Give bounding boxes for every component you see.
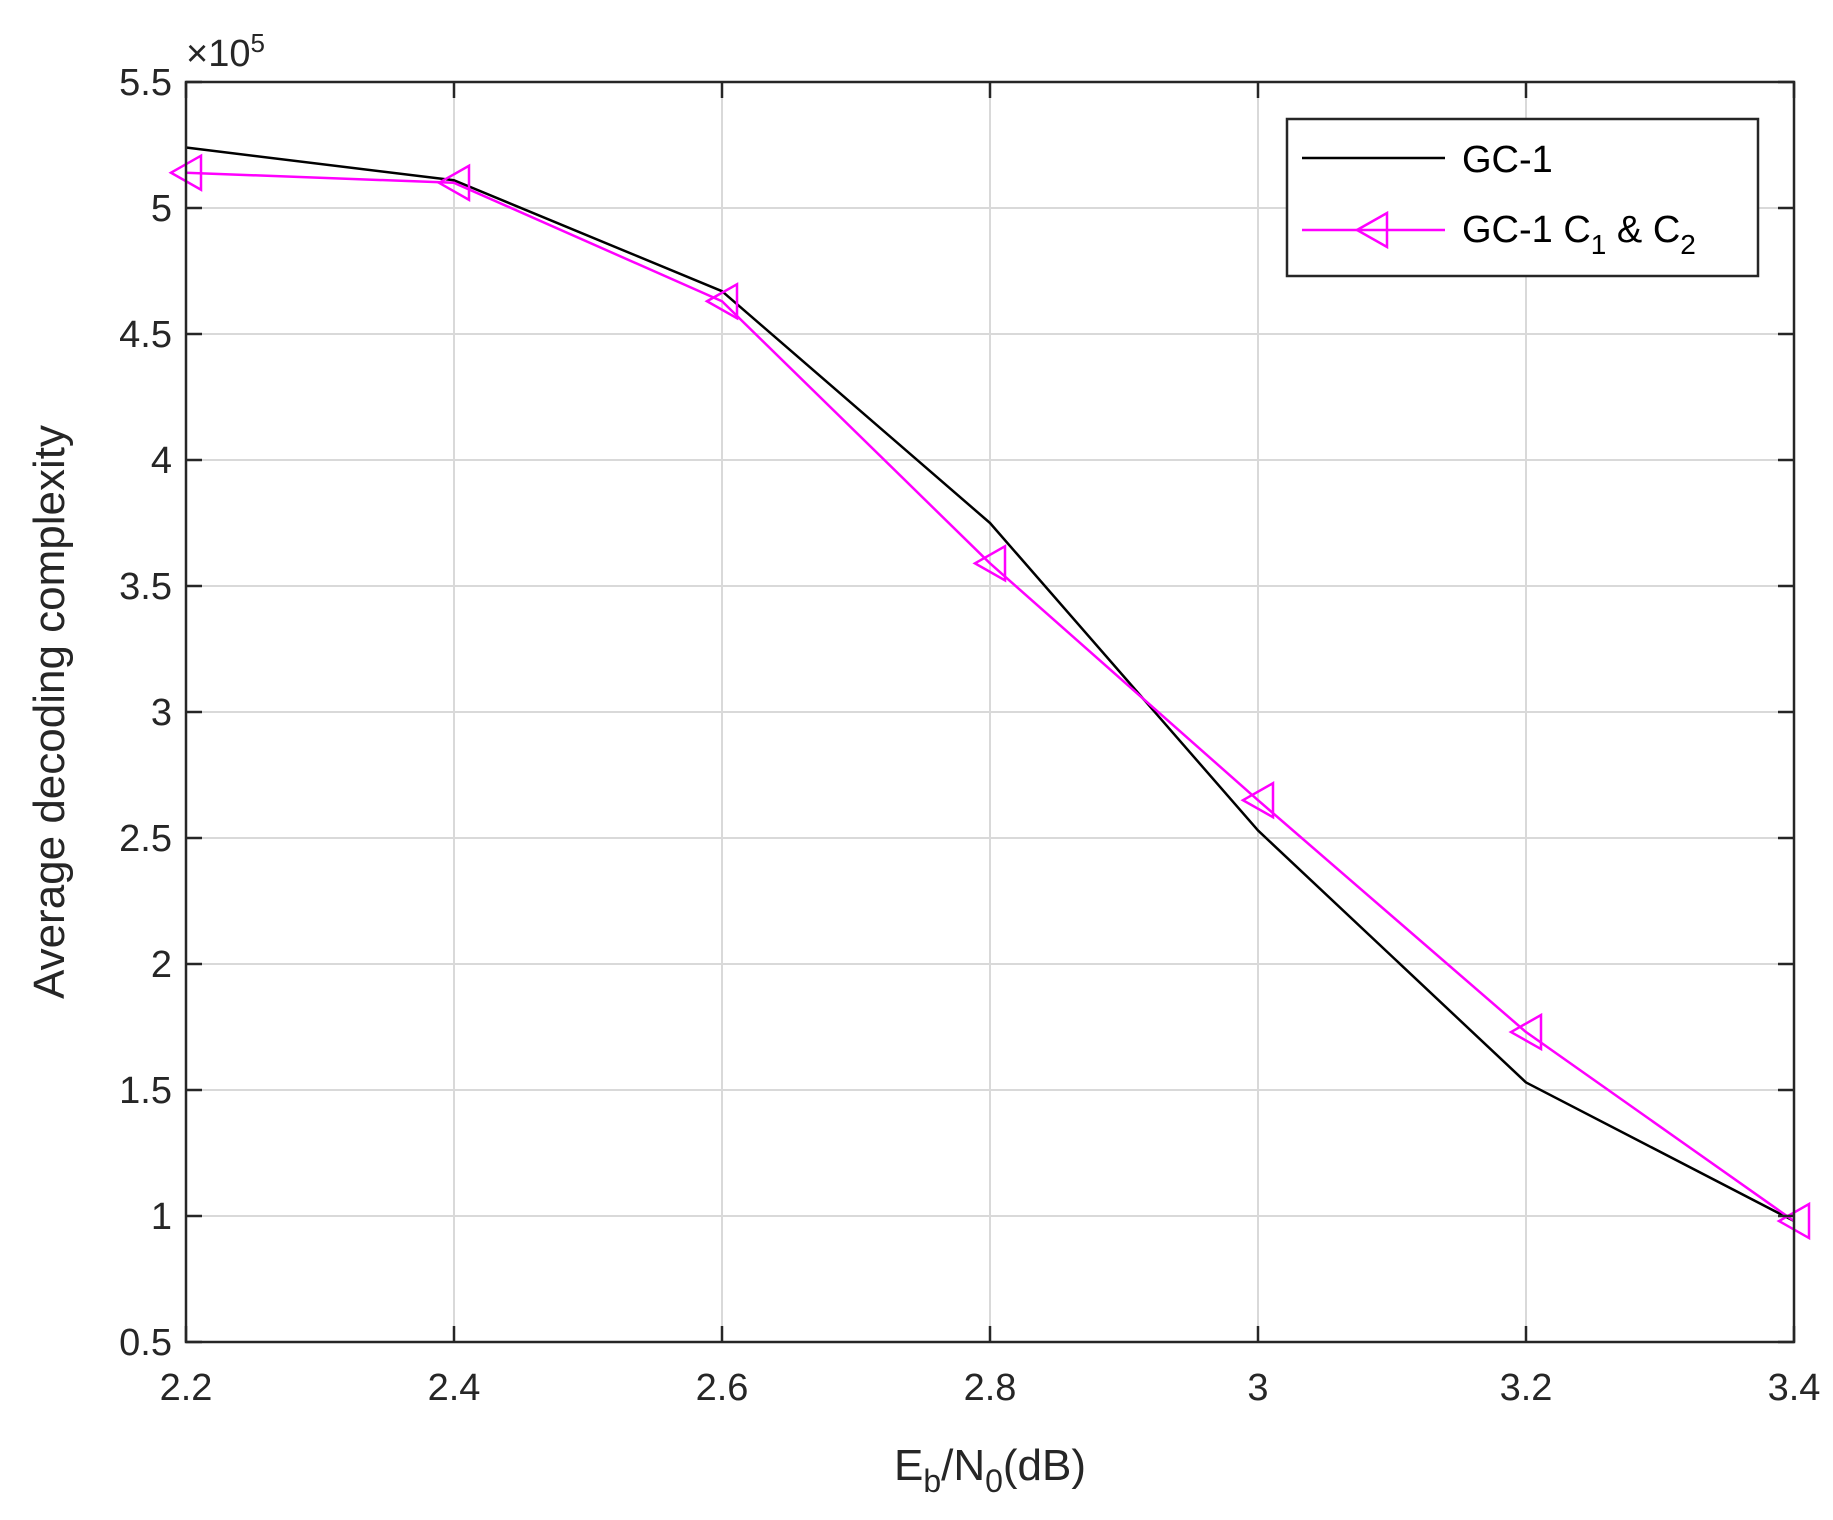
y-tick-label: 4.5 bbox=[119, 314, 172, 356]
x-tick-label: 3.2 bbox=[1500, 1367, 1553, 1409]
series-layer bbox=[168, 146, 1811, 1241]
y-tick-label: 0.5 bbox=[119, 1322, 172, 1364]
y-tick-label: 3 bbox=[151, 692, 172, 734]
x-tick-label: 2.2 bbox=[160, 1367, 213, 1409]
x-tick-label: 2.6 bbox=[696, 1367, 749, 1409]
series-line-1 bbox=[185, 171, 1795, 1223]
legend-marker-left-triangle bbox=[1354, 210, 1389, 250]
y-tick-label: 1.5 bbox=[119, 1070, 172, 1112]
y-exponent-label: ×105 bbox=[186, 28, 265, 75]
legend-box bbox=[1285, 117, 1760, 278]
legend-label-gc1-c1c2: GC-1 C1 & C2 bbox=[1462, 209, 1696, 260]
series-marker-point bbox=[436, 163, 471, 202]
axis-ticks bbox=[184, 80, 1796, 1344]
series-marker-point bbox=[704, 282, 739, 321]
y-tick-label: 5.5 bbox=[119, 62, 172, 104]
x-axis-title: Eb/N0(dB) bbox=[894, 1441, 1086, 1499]
y-tick-label: 2 bbox=[151, 944, 172, 986]
x-tick-label: 3.4 bbox=[1768, 1367, 1821, 1409]
legend-label-gc1: GC-1 bbox=[1462, 139, 1553, 181]
series-marker-point bbox=[972, 544, 1007, 583]
x-tick-label: 3 bbox=[1247, 1367, 1268, 1409]
y-tick-label: 4 bbox=[151, 440, 172, 482]
y-tick-label: 1 bbox=[151, 1196, 172, 1238]
series-marker-point bbox=[1508, 1012, 1543, 1052]
x-tick-label: 2.4 bbox=[428, 1367, 481, 1409]
tick-labels: 2.2 2.4 2.6 2.8 3 3.2 3.4 0.5 1 1.5 2 2.5 3 3.5 4 4.5 5 5… bbox=[119, 62, 1820, 1409]
legend: GC-1 GC-1 C1 & C2 bbox=[1285, 117, 1760, 278]
x-tick-label: 2.8 bbox=[964, 1367, 1017, 1409]
y-tick-label: 5 bbox=[151, 188, 172, 230]
series-marker-point bbox=[1240, 781, 1275, 820]
y-tick-label: 2.5 bbox=[119, 818, 172, 860]
series-line-0 bbox=[185, 146, 1795, 1223]
y-axis-title: Average decoding complexity bbox=[25, 425, 74, 999]
grid-lines bbox=[186, 82, 1794, 1342]
y-tick-label: 3.5 bbox=[119, 566, 172, 608]
